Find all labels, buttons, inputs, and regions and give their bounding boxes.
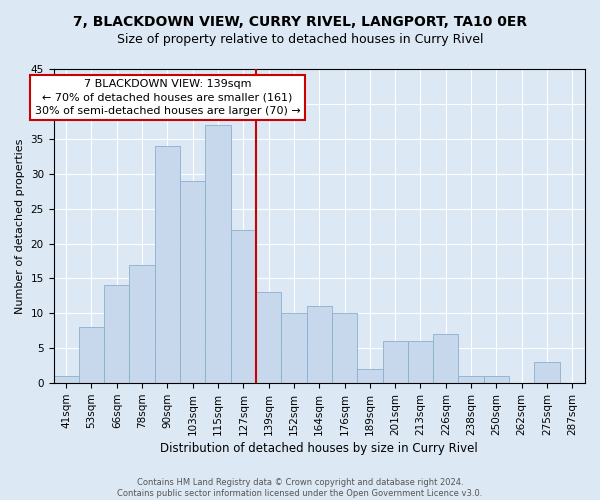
Bar — [79, 328, 104, 383]
Bar — [357, 369, 383, 383]
Text: Size of property relative to detached houses in Curry Rivel: Size of property relative to detached ho… — [117, 32, 483, 46]
Bar — [130, 264, 155, 383]
Text: 7, BLACKDOWN VIEW, CURRY RIVEL, LANGPORT, TA10 0ER: 7, BLACKDOWN VIEW, CURRY RIVEL, LANGPORT… — [73, 15, 527, 29]
Bar — [205, 125, 230, 383]
Bar — [104, 286, 130, 383]
Bar — [484, 376, 509, 383]
Bar — [180, 180, 205, 383]
Bar — [307, 306, 332, 383]
X-axis label: Distribution of detached houses by size in Curry Rivel: Distribution of detached houses by size … — [160, 442, 478, 455]
Bar — [535, 362, 560, 383]
Bar — [383, 342, 408, 383]
Y-axis label: Number of detached properties: Number of detached properties — [15, 138, 25, 314]
Bar — [458, 376, 484, 383]
Bar — [408, 342, 433, 383]
Bar — [230, 230, 256, 383]
Text: 7 BLACKDOWN VIEW: 139sqm
← 70% of detached houses are smaller (161)
30% of semi-: 7 BLACKDOWN VIEW: 139sqm ← 70% of detach… — [35, 80, 300, 116]
Bar — [332, 314, 357, 383]
Bar — [281, 314, 307, 383]
Bar — [53, 376, 79, 383]
Bar — [433, 334, 458, 383]
Text: Contains HM Land Registry data © Crown copyright and database right 2024.
Contai: Contains HM Land Registry data © Crown c… — [118, 478, 482, 498]
Bar — [155, 146, 180, 383]
Bar — [256, 292, 281, 383]
